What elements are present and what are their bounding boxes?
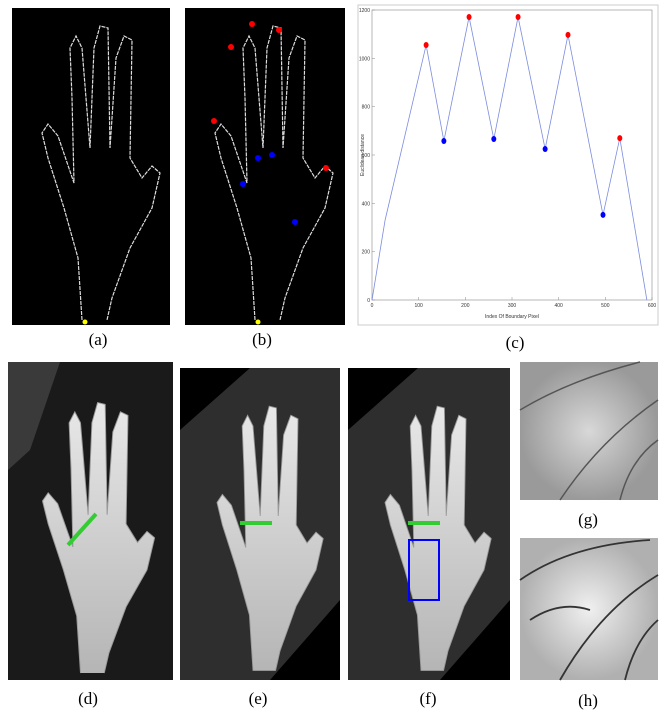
valley-marker <box>543 146 548 152</box>
peak-marker <box>617 135 622 141</box>
caption: (d) <box>78 689 98 708</box>
caption: (h) <box>578 691 598 710</box>
valley-marker <box>441 138 446 144</box>
panel-g <box>520 362 658 500</box>
caption: (b) <box>252 330 272 349</box>
caption: (a) <box>89 330 108 349</box>
caption: (e) <box>249 689 268 708</box>
panel-c <box>358 5 658 325</box>
panel-b <box>185 8 345 325</box>
y-tick-label: 1000 <box>359 56 370 62</box>
wrist-point <box>83 320 88 325</box>
x-tick-label: 400 <box>554 303 563 309</box>
panel-a <box>12 8 170 325</box>
x-tick-label: 100 <box>414 303 423 309</box>
y-tick-label: 200 <box>362 250 371 256</box>
caption: (g) <box>578 510 598 529</box>
peak-marker <box>424 42 429 48</box>
valley-marker <box>491 136 496 142</box>
peak-marker <box>516 14 521 20</box>
x-axis-label: Index Of Boundary Pixel <box>485 314 539 320</box>
y-tick-label: 0 <box>367 298 370 304</box>
x-tick-label: 200 <box>461 303 470 309</box>
x-tick-label: 500 <box>601 303 610 309</box>
page: (a) (b) (c) (d) (e) (f) (g) (h) Index Of… <box>0 0 661 713</box>
caption: (c) <box>506 333 525 352</box>
peak-marker <box>566 32 571 38</box>
valley-marker <box>601 212 606 218</box>
y-tick-label: 1200 <box>359 8 370 14</box>
x-tick-label: 300 <box>508 303 517 309</box>
peak-marker <box>467 14 472 20</box>
caption: (f) <box>420 689 437 708</box>
y-tick-label: 800 <box>362 105 371 111</box>
figure: (a) (b) (c) (d) (e) (f) (g) (h) Index Of… <box>0 0 661 713</box>
y-tick-label: 400 <box>362 201 371 207</box>
x-tick-label: 600 <box>648 303 657 309</box>
y-tick-label: 600 <box>362 153 371 159</box>
x-tick-label: 0 <box>371 303 374 309</box>
